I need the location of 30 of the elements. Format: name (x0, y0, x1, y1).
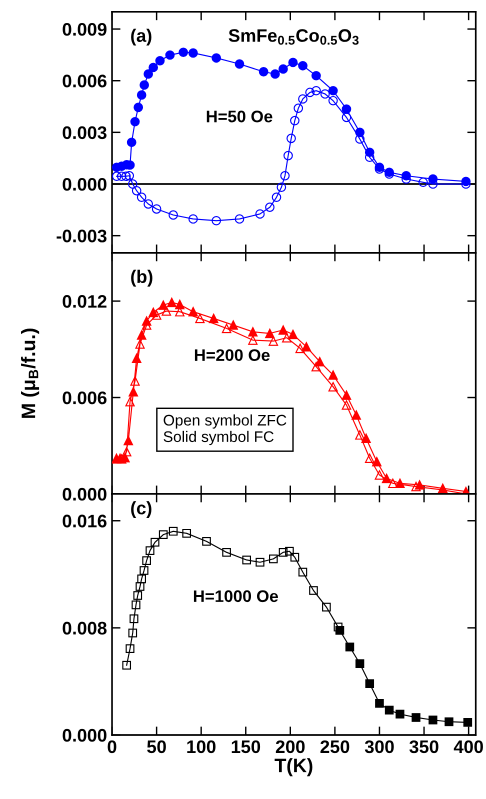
y-axis-title: M (μ$_{B}$/f.u.) (21, 328, 40, 418)
x-tick-label: 350 (409, 740, 438, 754)
y-tick-label: 0.000 (62, 728, 106, 742)
x-tick-label: 50 (147, 740, 166, 754)
annotation: H=50 Oe (206, 110, 272, 122)
y-tick-label: 0.016 (62, 514, 107, 528)
annotation: (c) (131, 501, 152, 518)
y-tick-label: 0.006 (62, 391, 107, 404)
annotation: H=200 Oe (194, 349, 270, 362)
x-tick-label: 300 (364, 740, 394, 754)
annotation: Open symbol ZFC Solid symbol FC (164, 414, 286, 446)
y-tick-label: 0.006 (62, 74, 107, 88)
annotation: (b) (131, 270, 152, 287)
annotation: SmFe$_{0.5}$Co$_{0.5}$O$_{3}$ (228, 29, 359, 45)
y-tick-label: 0.000 (62, 178, 106, 191)
y-tick-label: 0.012 (62, 295, 106, 308)
annotation: H=1000 Oe (194, 590, 278, 602)
y-tick-label: 0.003 (62, 126, 107, 140)
x-tick-label: 200 (276, 740, 305, 754)
x-tick-label: 150 (232, 740, 260, 754)
y-tick-label: -0.003 (56, 230, 107, 242)
y-tick-label: 0.000 (62, 488, 106, 501)
y-tick-label: 0.008 (62, 622, 107, 635)
x-tick-label: 0 (108, 740, 116, 754)
annotation: (a) (131, 28, 152, 46)
x-tick-label: 100 (187, 740, 216, 754)
x-tick-label: 250 (320, 740, 350, 754)
x-axis-title: T(K) (274, 758, 312, 776)
y-tick-label: 0.009 (62, 22, 106, 36)
x-tick-label: 400 (454, 740, 483, 754)
